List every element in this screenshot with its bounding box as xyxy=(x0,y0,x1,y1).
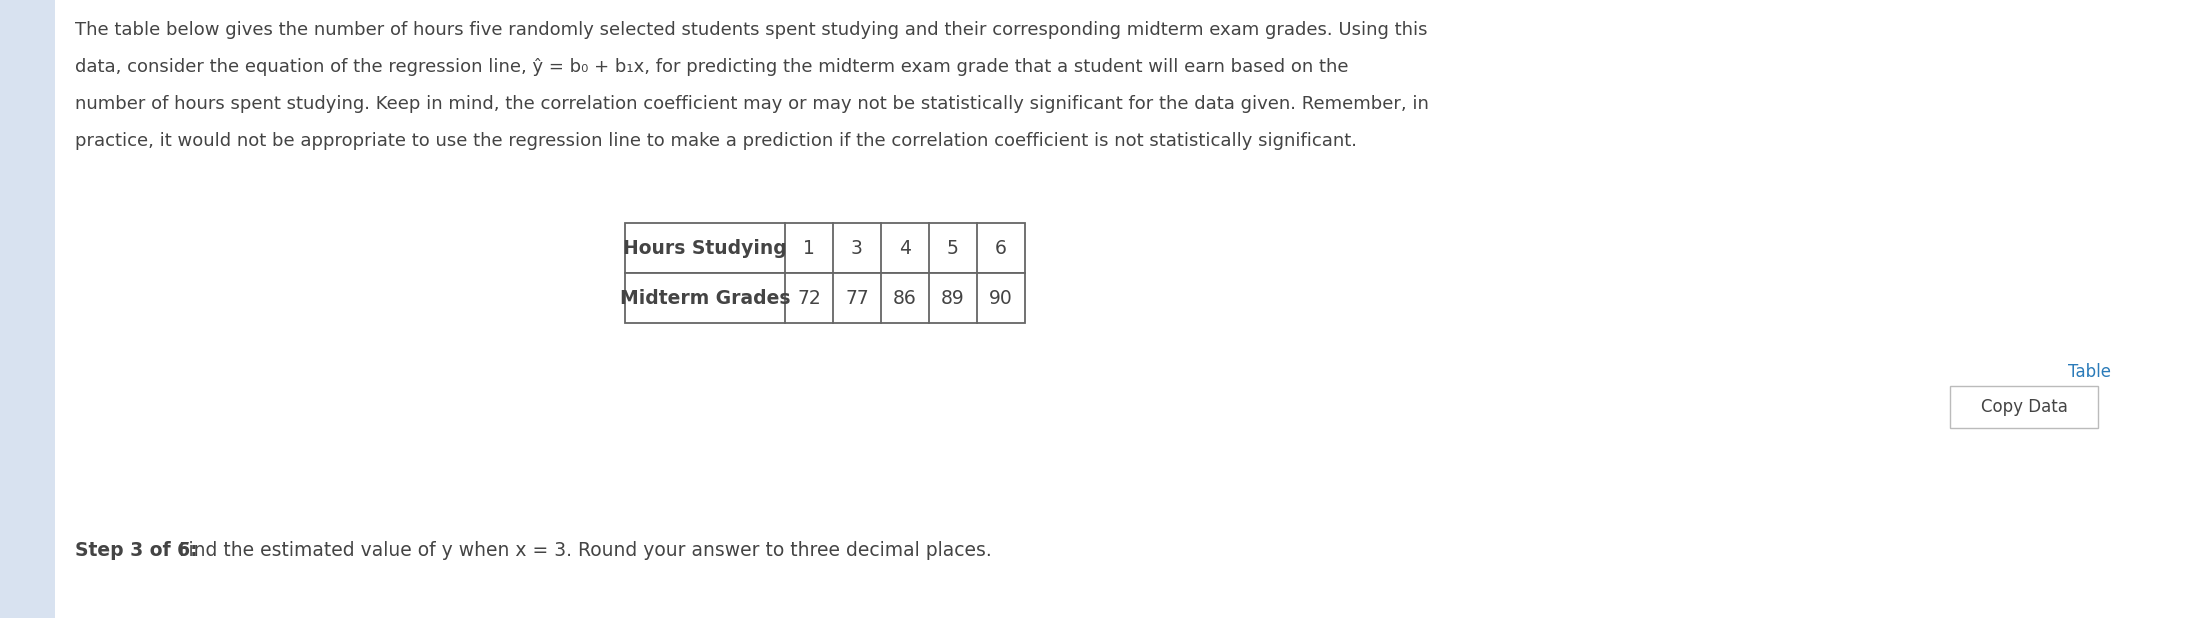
Text: 4: 4 xyxy=(899,239,911,258)
Text: number of hours spent studying. Keep in mind, the correlation coefficient may or: number of hours spent studying. Keep in … xyxy=(75,95,1430,113)
Text: practice, it would not be appropriate to use the regression line to make a predi: practice, it would not be appropriate to… xyxy=(75,132,1357,150)
Bar xyxy=(0,0,55,618)
Bar xyxy=(625,223,1025,273)
Text: Table: Table xyxy=(2069,363,2111,381)
Text: 3: 3 xyxy=(851,239,862,258)
Text: 77: 77 xyxy=(844,289,869,308)
Text: 86: 86 xyxy=(893,289,917,308)
Text: 90: 90 xyxy=(990,289,1012,308)
Text: 89: 89 xyxy=(941,289,966,308)
Text: Step 3 of 6:: Step 3 of 6: xyxy=(75,541,197,559)
Text: Hours Studying: Hours Studying xyxy=(623,239,787,258)
Text: The table below gives the number of hours five randomly selected students spent : The table below gives the number of hour… xyxy=(75,21,1428,39)
Text: 1: 1 xyxy=(802,239,815,258)
Text: 72: 72 xyxy=(798,289,820,308)
Text: Midterm Grades: Midterm Grades xyxy=(619,289,791,308)
FancyBboxPatch shape xyxy=(1949,386,2097,428)
Text: 5: 5 xyxy=(948,239,959,258)
Text: Copy Data: Copy Data xyxy=(1980,398,2066,416)
Text: Find the estimated value of y when x = 3. Round your answer to three decimal pla: Find the estimated value of y when x = 3… xyxy=(172,541,992,559)
Text: 6: 6 xyxy=(994,239,1008,258)
Bar xyxy=(625,273,1025,323)
Text: data, consider the equation of the regression line, ŷ = b₀ + b₁x, for predicting: data, consider the equation of the regre… xyxy=(75,58,1348,76)
